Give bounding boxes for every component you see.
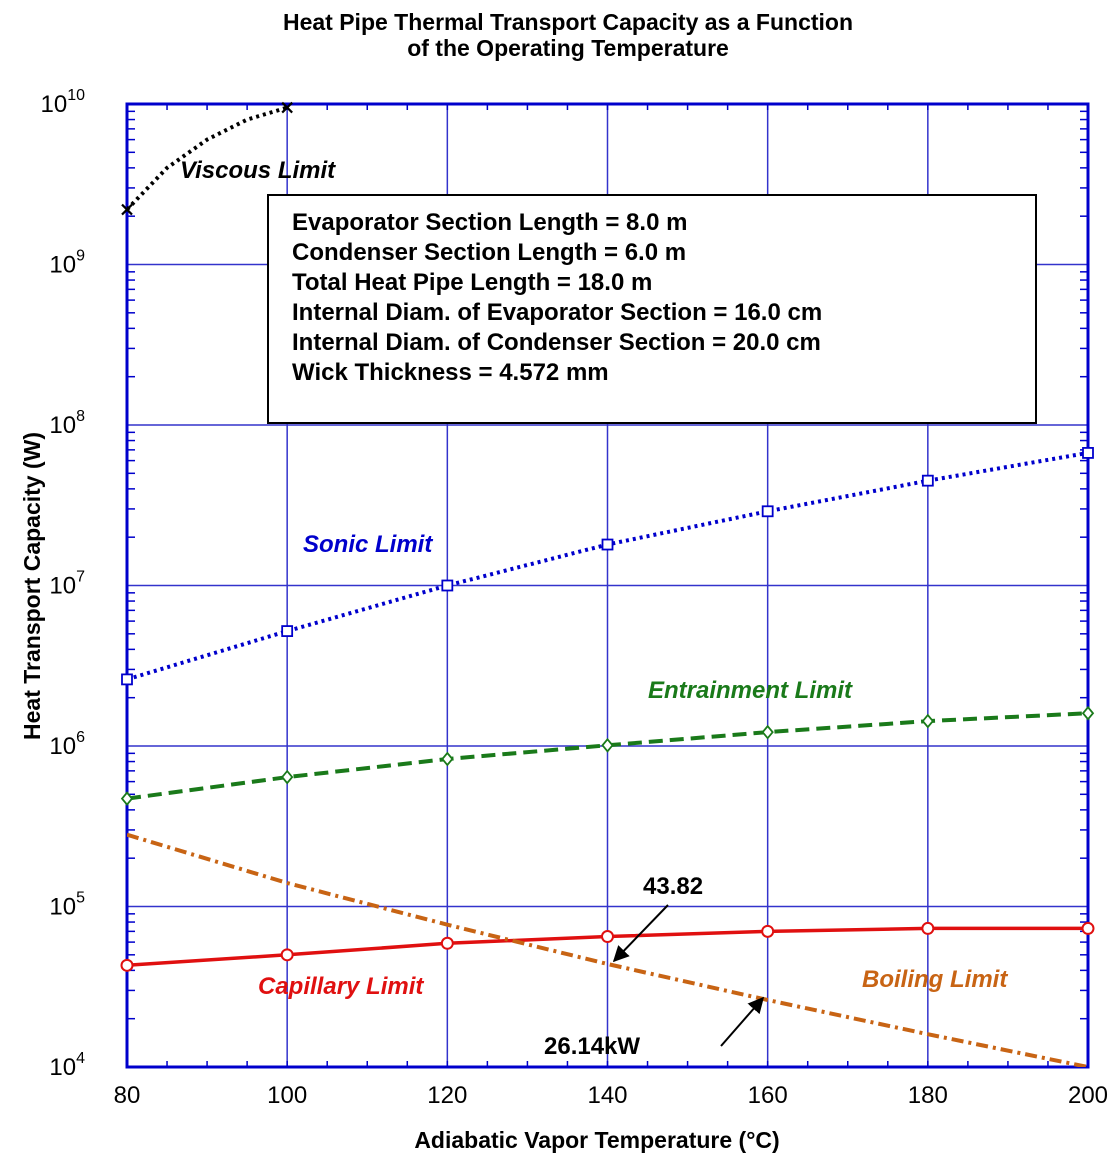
data-point-sonic-limit: [921, 474, 934, 487]
info-box-frame: [267, 194, 1037, 424]
y-tick-label: 104: [49, 1050, 85, 1081]
annotation-arrow-43-82: [612, 904, 669, 963]
series-line-viscous-limit: [127, 105, 288, 211]
series-label-sonic: Sonic Limit: [303, 531, 433, 558]
info-line-wick-thickness: Wick Thickness = 4.572 mm: [292, 359, 609, 386]
y-tick-label: 105: [49, 890, 85, 921]
series-label-capillary: Capillary Limit: [258, 973, 424, 1000]
y-tick-label: 109: [49, 248, 85, 279]
x-tick-label: 200: [1068, 1082, 1108, 1109]
chart-title-line-2: of the Operating Temperature: [407, 35, 729, 61]
annotation-43-82: 43.82: [612, 873, 703, 963]
data-point-entrainment-limit: [280, 769, 294, 785]
series-label-viscous: Viscous Limit: [180, 157, 336, 184]
info-line-condenser-diameter: Internal Diam. of Condenser Section = 20…: [292, 329, 821, 356]
data-point-capillary-limit: [440, 936, 454, 950]
x-tick-label: 120: [427, 1082, 467, 1109]
data-point-capillary-limit: [921, 921, 935, 935]
series-label-entrainment: Entrainment Limit: [648, 677, 853, 704]
x-tick-label: 80: [114, 1082, 141, 1109]
info-line-total-length: Total Heat Pipe Length = 18.0 m: [292, 269, 652, 296]
x-tick-label: 160: [748, 1082, 788, 1109]
data-point-sonic-limit: [121, 673, 133, 686]
data-point-entrainment-limit: [120, 791, 134, 807]
data-point-entrainment-limit: [441, 751, 454, 767]
data-point-entrainment-limit: [761, 724, 774, 740]
chart-title-line-1: Heat Pipe Thermal Transport Capacity as …: [283, 9, 853, 35]
data-point-sonic-limit: [601, 538, 614, 551]
y-tick-label: 1010: [41, 87, 86, 118]
x-tick-label: 180: [908, 1082, 948, 1109]
data-point-capillary-limit: [280, 948, 294, 962]
series-label-boiling: Boiling Limit: [862, 966, 1008, 993]
data-point-sonic-limit: [441, 579, 454, 592]
x-axis-label: Adiabatic Vapor Temperature (°C): [414, 1127, 779, 1153]
info-box: Evaporator Section Length = 8.0 m Conden…: [267, 194, 1037, 424]
annotation-arrow-26-14: [720, 996, 765, 1047]
data-point-entrainment-limit: [921, 713, 935, 729]
data-point-capillary-limit: [601, 930, 614, 944]
data-point-entrainment-limit: [601, 737, 614, 753]
data-point-sonic-limit: [1082, 447, 1094, 459]
data-point-viscous-limit: [121, 203, 133, 216]
data-point-viscous-limit: [281, 101, 293, 114]
annotation-text-26-14: 26.14kW: [544, 1033, 640, 1060]
series-line-boiling-limit: [127, 832, 1088, 1067]
data-point-capillary-limit: [120, 958, 134, 972]
y-tick-label: 108: [49, 408, 85, 439]
annotation-text-43-82: 43.82: [643, 873, 703, 900]
data-point-sonic-limit: [761, 505, 774, 518]
data-point-capillary-limit: [1081, 921, 1095, 935]
y-axis-label: Heat Transport Capacity (W): [19, 432, 45, 740]
info-line-condenser-length: Condenser Section Length = 6.0 m: [292, 239, 686, 266]
annotation-26-14: 26.14kW: [544, 996, 765, 1060]
y-tick-label: 106: [49, 729, 85, 760]
data-point-entrainment-limit: [1081, 705, 1095, 721]
axis-ticks: 80 100 120 140 160 180 200 104 105 106 107 108 109 10…: [41, 87, 1109, 1109]
data-point-sonic-limit: [281, 625, 294, 637]
marker-layer: [120, 101, 1095, 972]
data-point-capillary-limit: [761, 924, 775, 938]
info-line-evaporator-length: Evaporator Section Length = 8.0 m: [292, 209, 687, 236]
info-line-evaporator-diameter: Internal Diam. of Evaporator Section = 1…: [292, 299, 822, 326]
x-tick-label: 100: [267, 1082, 307, 1109]
y-tick-label: 107: [49, 569, 85, 600]
x-tick-label: 140: [587, 1082, 627, 1109]
